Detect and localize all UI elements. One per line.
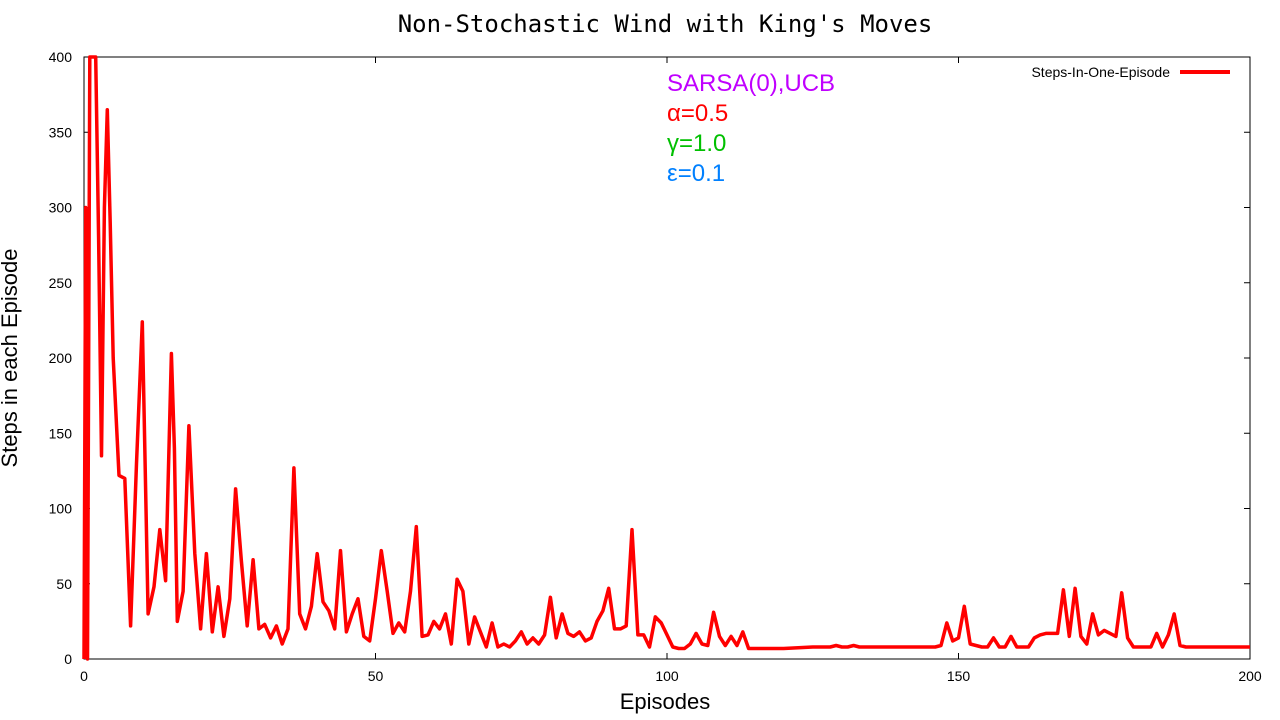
x-tick-label: 200 (1238, 668, 1262, 684)
y-axis-label: Steps in each Episode (0, 249, 22, 468)
x-tick-label: 100 (655, 668, 679, 684)
annotation-alpha: α=0.5 (667, 100, 728, 127)
legend: Steps-In-One-Episode (1031, 64, 1230, 80)
y-tick-label: 100 (49, 501, 73, 517)
axis-tick-labels: 0 50 100 150 200 0 50 100 150 200 250 300 350 400 (49, 49, 1262, 684)
x-tick-label: 0 (80, 668, 88, 684)
series-line-steps-in-one-episode (82, 55, 1250, 661)
y-tick-label: 200 (49, 350, 73, 366)
y-tick-label: 0 (64, 651, 72, 667)
y-tick-label: 300 (49, 200, 73, 216)
y-tick-label: 350 (49, 124, 73, 140)
annotation-method: SARSA(0),UCB (667, 70, 835, 97)
y-tick-label: 50 (56, 576, 72, 592)
legend-label: Steps-In-One-Episode (1031, 64, 1170, 80)
y-tick-label: 150 (49, 425, 73, 441)
chart-title: Non-Stochastic Wind with King's Moves (398, 10, 933, 38)
parameter-annotations: SARSA(0),UCB α=0.5 γ=1.0 ε=0.1 (667, 70, 835, 187)
x-tick-label: 50 (368, 668, 384, 684)
annotation-gamma: γ=1.0 (667, 130, 726, 157)
y-tick-label: 400 (49, 49, 73, 65)
annotation-epsilon: ε=0.1 (667, 160, 725, 187)
x-axis-label: Episodes (620, 689, 711, 714)
series-layer (82, 55, 1250, 661)
x-tick-label: 150 (947, 668, 971, 684)
y-tick-label: 250 (49, 275, 73, 291)
